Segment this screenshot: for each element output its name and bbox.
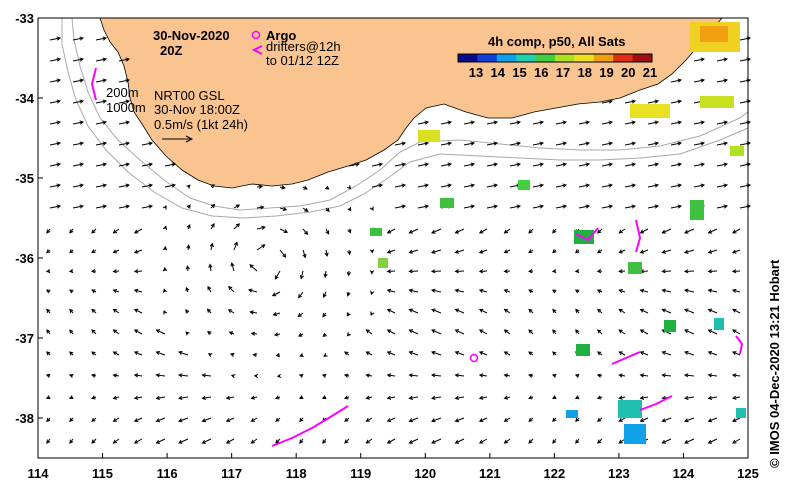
- colorbar-tick-label: 19: [599, 65, 613, 80]
- colorbar-tick-label: 14: [491, 65, 506, 80]
- x-tick-label: 124: [673, 466, 695, 481]
- x-tick-label: 125: [737, 466, 759, 481]
- colorbar-tick-label: 20: [621, 65, 635, 80]
- sst-patch: [690, 200, 704, 220]
- y-tick-label: -34: [15, 91, 35, 106]
- colorbar-tick-label: 21: [643, 65, 657, 80]
- imos-credit: © IMOS 04-Dec-2020 13:21 Hobart: [767, 259, 782, 468]
- colorbar-tick-label: 13: [469, 65, 483, 80]
- sst-patch: [566, 410, 578, 418]
- sst-patch: [378, 258, 388, 268]
- colorbar-segment: [613, 54, 633, 62]
- colorbar-segment: [536, 54, 556, 62]
- map-hour: 20Z: [160, 43, 182, 58]
- y-tick-label: -33: [15, 11, 34, 26]
- x-tick-label: 120: [414, 466, 436, 481]
- sst-patch: [618, 400, 642, 418]
- map-date: 30-Nov-2020: [153, 28, 230, 43]
- sst-patch: [370, 228, 382, 236]
- colorbar-segment: [516, 54, 536, 62]
- colorbar-tick-label: 16: [534, 65, 548, 80]
- contour-200m-label: 200m: [106, 85, 139, 100]
- colorbar-segment: [458, 54, 478, 62]
- colorbar-tick-label: 17: [556, 65, 570, 80]
- drifters-legend-range: to 01/12 12Z: [266, 53, 339, 68]
- colorbar-segment: [574, 54, 594, 62]
- sst-patch: [440, 198, 454, 208]
- x-tick-label: 114: [28, 466, 50, 481]
- y-tick-label: -37: [15, 331, 34, 346]
- colorbar-segment: [633, 54, 653, 62]
- x-tick-label: 121: [479, 466, 501, 481]
- sst-patch: [714, 318, 724, 330]
- sst-patch: [624, 424, 646, 444]
- sst-patch: [736, 408, 746, 418]
- product-label: NRT00 GSL: [154, 88, 225, 103]
- scale-label: 0.5m/s (1kt 24h): [154, 117, 248, 132]
- sst-patch: [630, 104, 670, 118]
- sst-patch: [628, 262, 642, 274]
- sst-patch: [730, 146, 744, 156]
- drifters-legend-label: drifters@12h: [266, 39, 341, 54]
- contour-1000m-label: 1000m: [106, 100, 146, 115]
- sst-patch: [576, 344, 590, 356]
- sst-patch: [664, 320, 676, 332]
- sst-patch: [700, 26, 728, 42]
- colorbar-segment: [477, 54, 497, 62]
- sst-patch: [700, 96, 734, 108]
- x-tick-label: 118: [286, 466, 307, 481]
- x-tick-label: 122: [544, 466, 566, 481]
- x-tick-label: 119: [350, 466, 371, 481]
- y-tick-label: -35: [15, 171, 34, 186]
- analysis-time-label: 30-Nov 18:00Z: [154, 102, 240, 117]
- x-tick-label: 116: [157, 466, 178, 481]
- colorbar-tick-label: 15: [512, 65, 526, 80]
- sst-patch: [518, 180, 530, 190]
- x-tick-label: 115: [92, 466, 113, 481]
- y-tick-label: -36: [15, 251, 34, 266]
- sst-patch: [418, 130, 440, 142]
- colorbar-tick-label: 18: [578, 65, 592, 80]
- colorbar-title: 4h comp, p50, All Sats: [488, 34, 626, 49]
- colorbar-segment: [497, 54, 517, 62]
- colorbar-segment: [555, 54, 575, 62]
- colorbar-segment: [594, 54, 614, 62]
- x-tick-label: 123: [608, 466, 630, 481]
- x-tick-label: 117: [221, 466, 242, 481]
- y-tick-label: -38: [15, 411, 34, 426]
